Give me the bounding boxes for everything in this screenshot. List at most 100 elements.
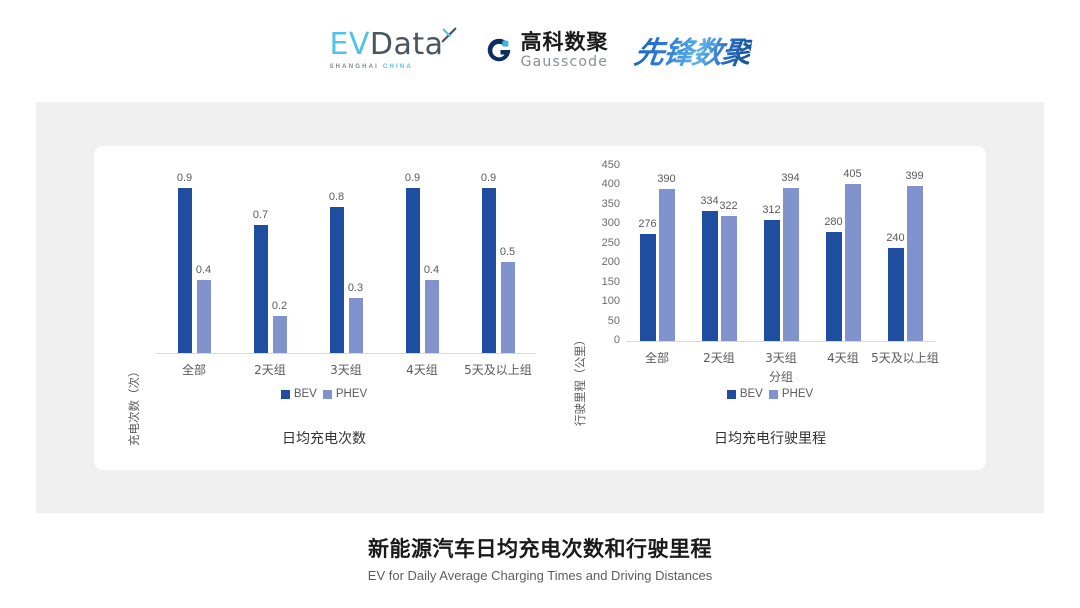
bar-bev-0	[639, 233, 656, 341]
legend-swatch-phev	[322, 389, 332, 399]
evdata-ev-text: EV	[329, 27, 370, 62]
legend-item-bev: BEV	[280, 388, 317, 400]
y-tick-label: 0	[613, 334, 620, 346]
bar-value-label: 0.2	[271, 300, 288, 313]
bar-bev-1	[253, 224, 268, 353]
chart-right-y-axis-title: 行驶里程（公里）	[573, 334, 587, 426]
chart-right-axis-line	[626, 341, 936, 342]
x-category-label: 5天及以上组	[464, 363, 532, 377]
bar-value-label: 0.3	[347, 282, 364, 295]
y-tick-label: 250	[601, 236, 620, 249]
bar-phev-3	[844, 183, 861, 341]
gausscode-circle-icon	[487, 38, 510, 62]
y-tick-label: 400	[601, 178, 620, 191]
page-title: 新能源汽车日均充电次数和行驶里程	[368, 537, 712, 561]
bar-value-label: 0.9	[404, 172, 421, 185]
bar-phev-2	[782, 187, 799, 341]
chart-right-caption: 日均充电行驶里程	[714, 431, 826, 447]
x-category-label: 3天组	[765, 351, 797, 365]
bar-value-label: 0.7	[252, 208, 269, 221]
page-subtitle: EV for Daily Average Charging Times and …	[367, 568, 713, 583]
chart-left-legend: BEV PHEV	[94, 388, 554, 400]
bar-value-label: 0.4	[195, 263, 212, 276]
bar-value-label: 276	[638, 217, 657, 230]
chart-left-axis-line	[156, 353, 536, 354]
bar-value-label: 399	[905, 169, 924, 182]
bar-bev-2	[763, 219, 780, 341]
bar-phev-2	[348, 298, 363, 353]
bar-value-label: 390	[657, 173, 676, 186]
bar-value-label: 280	[824, 216, 843, 229]
bar-value-label: 240	[886, 231, 905, 244]
bar-phev-0	[196, 279, 211, 353]
bar-phev-1	[720, 215, 737, 341]
bar-value-label: 0.9	[176, 172, 193, 185]
chart-right-plot-area: 0 50 100 150 200 250 300 350 400 450 276 390 全部 334 32…	[602, 159, 939, 365]
x-category-label: 5天及以上组	[871, 351, 939, 365]
x-mark-icon	[441, 27, 456, 43]
legend-label-phev: PHEV	[781, 388, 814, 400]
bar-bev-0	[177, 188, 192, 353]
bar-phev-3	[424, 279, 439, 353]
bar-bev-3	[825, 232, 842, 341]
bar-value-label: 0.9	[480, 172, 497, 185]
chart-left-plot-area: 0.9 0.4 全部 0.7 0.2 2天组 0.8 0.3 3天组 0.9 0.4 4天组 0.9 0.…	[156, 170, 536, 377]
x-category-label: 全部	[644, 351, 669, 365]
bar-bev-1	[701, 211, 718, 341]
evdata-tagline-city: SHANGHAI	[329, 64, 380, 70]
y-tick-label: 450	[601, 159, 620, 171]
bar-value-label: 0.8	[328, 190, 345, 203]
evdata-wordmark: EVData	[329, 30, 443, 60]
gausscode-en: Gausscode	[520, 53, 609, 70]
legend-item-bev: BEV	[726, 388, 763, 400]
y-tick-label: 350	[601, 197, 620, 210]
y-tick-label: 200	[601, 256, 620, 269]
chart-right-legend: BEV PHEV	[554, 388, 986, 400]
evdata-data-text: Data	[369, 27, 444, 62]
chart-driving-distance: 行驶里程（公里） 0 50 100 150 200 250 300 350 400 450 276 3…	[554, 146, 986, 470]
bar-bev-2	[329, 206, 344, 353]
x-category-label: 4天组	[406, 363, 438, 377]
evdata-tagline-country: CHINA	[382, 64, 413, 70]
legend-label-phev: PHEV	[335, 388, 368, 400]
x-category-label: 2天组	[254, 363, 286, 377]
logo-strip: EVData SHANGHAI CHINA 高科数聚 Gausscode 先锋数…	[0, 22, 1080, 78]
legend-label-bev: BEV	[293, 388, 317, 400]
bar-bev-4	[481, 188, 496, 353]
bar-phev-4	[500, 261, 515, 353]
bar-value-label: 405	[843, 167, 862, 180]
bar-phev-4	[906, 185, 923, 341]
gausscode-text: 高科数聚 Gausscode	[520, 29, 609, 70]
bar-value-label: 334	[700, 195, 719, 208]
legend-swatch-phev	[768, 389, 778, 399]
x-category-label: 3天组	[330, 363, 362, 377]
bar-value-label: 322	[719, 199, 738, 212]
xianfeng-logo: 先锋数聚	[631, 28, 753, 72]
legend-item-phev: PHEV	[322, 388, 368, 400]
bar-value-label: 0.5	[499, 245, 516, 258]
bar-phev-0	[658, 189, 675, 341]
x-category-label: 4天组	[827, 351, 859, 365]
x-category-label: 2天组	[703, 351, 735, 365]
charts-card: 充电次数（次） 0.9 0.4 全部 0.7 0.2 2天组 0.8 0.3 3天组 0.9 0.4…	[94, 146, 986, 470]
chart-left-caption: 日均充电次数	[282, 431, 366, 447]
bar-bev-4	[887, 247, 904, 341]
legend-swatch-bev	[726, 389, 736, 399]
evdata-logo: EVData SHANGHAI CHINA	[329, 27, 457, 70]
legend-label-bev: BEV	[739, 388, 763, 400]
bar-bev-3	[405, 188, 420, 353]
legend-item-phev: PHEV	[768, 388, 814, 400]
gausscode-logo: 高科数聚 Gausscode	[484, 29, 609, 70]
bar-value-label: 312	[762, 203, 781, 216]
chart-charging-times: 充电次数（次） 0.9 0.4 全部 0.7 0.2 2天组 0.8 0.3 3天组 0.9 0.4…	[94, 146, 554, 470]
legend-swatch-bev	[280, 389, 290, 399]
evdata-tagline: SHANGHAI CHINA	[329, 64, 412, 70]
y-tick-label: 300	[601, 217, 620, 230]
x-category-label: 全部	[181, 363, 206, 377]
chart-right-x-axis-title: 分组	[768, 370, 793, 384]
y-tick-label: 50	[607, 314, 620, 327]
gausscode-cn: 高科数聚	[520, 29, 609, 54]
bar-value-label: 394	[781, 171, 800, 184]
bar-value-label: 0.4	[423, 263, 440, 276]
y-tick-label: 150	[601, 275, 620, 288]
